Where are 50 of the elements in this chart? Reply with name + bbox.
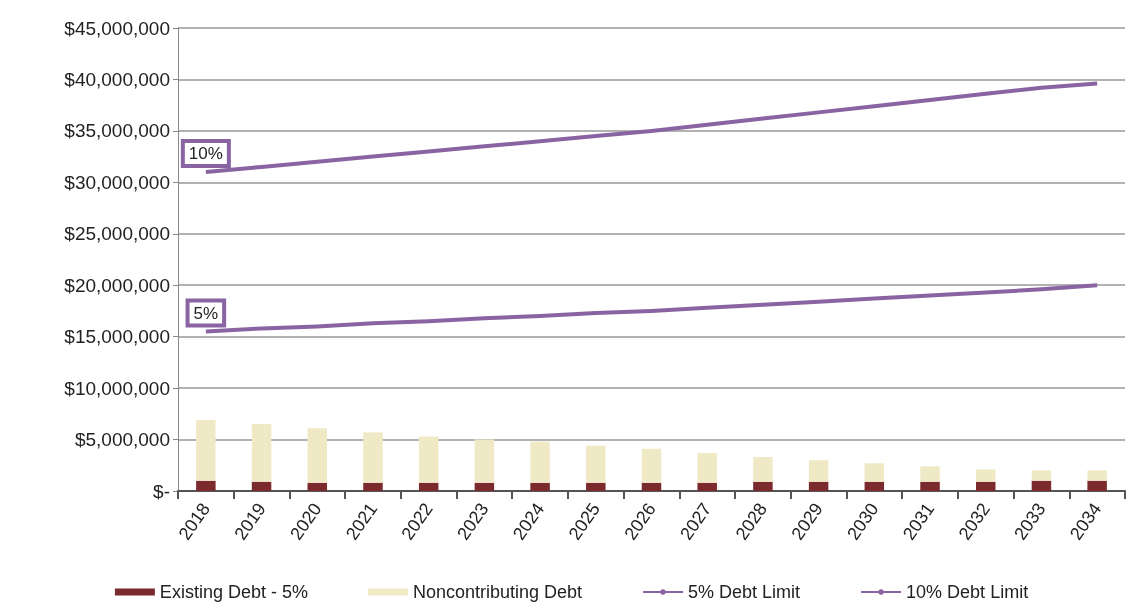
bar	[530, 482, 550, 491]
bar	[251, 481, 272, 491]
bar	[920, 481, 940, 491]
bar	[975, 481, 996, 491]
bar	[418, 482, 439, 491]
bar	[586, 445, 606, 483]
bar	[753, 457, 773, 482]
bar	[586, 482, 606, 491]
bar	[808, 460, 829, 482]
bar	[1087, 480, 1107, 491]
y-tick-label: $15,000,000	[64, 326, 170, 348]
legend-label: 5% Debt Limit	[688, 582, 801, 602]
bar	[251, 424, 272, 482]
legend-label: 10% Debt Limit	[906, 582, 1029, 602]
bar	[697, 482, 717, 491]
bar	[808, 481, 829, 491]
y-tick-label: $20,000,000	[64, 274, 170, 296]
y-tick-label: $35,000,000	[64, 120, 170, 142]
bar	[753, 481, 773, 491]
bar	[1087, 470, 1107, 481]
bar	[307, 428, 328, 483]
y-tick-label: $40,000,000	[64, 68, 170, 90]
bar	[1031, 470, 1052, 481]
bar	[1031, 480, 1052, 491]
bar	[864, 481, 885, 491]
y-tick-label: $30,000,000	[64, 171, 170, 193]
bar	[920, 466, 940, 482]
y-tick-label: $5,000,000	[74, 429, 170, 451]
legend-label: Noncontributing Debt	[412, 582, 583, 602]
bar	[418, 436, 439, 483]
bar	[641, 448, 662, 483]
bar	[975, 469, 996, 482]
y-tick-label: $-	[153, 480, 170, 502]
bar	[641, 482, 662, 491]
y-tick-label: $10,000,000	[64, 377, 170, 399]
bar	[196, 480, 216, 491]
y-tick-label: $45,000,000	[64, 17, 170, 39]
bar	[363, 482, 383, 491]
bar	[307, 482, 328, 491]
bar	[697, 452, 717, 483]
bar	[363, 432, 383, 483]
bar	[474, 439, 495, 483]
bar	[196, 420, 216, 481]
annotation: 5%	[193, 303, 219, 323]
y-tick-label: $25,000,000	[64, 223, 170, 245]
annotation: 10%	[188, 144, 223, 164]
bar	[474, 482, 495, 491]
bar	[530, 441, 550, 483]
bar	[864, 463, 885, 482]
legend-label: Existing Debt - 5%	[159, 582, 308, 602]
